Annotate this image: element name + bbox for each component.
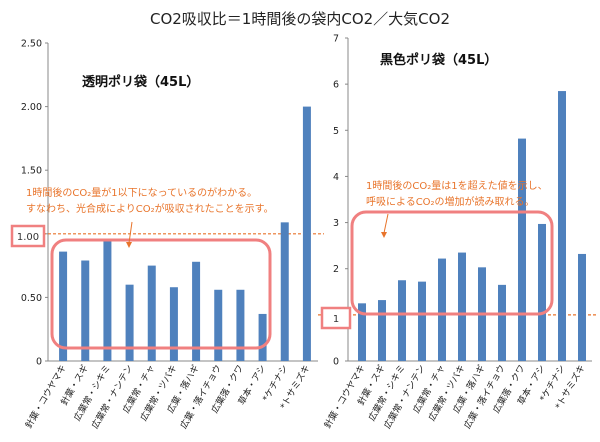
- left-y-tick-label: 2.50: [21, 39, 42, 50]
- left-arrow-line: [128, 221, 133, 244]
- left-bar: [103, 238, 112, 361]
- right-bar: [458, 252, 466, 361]
- right-chart-note-line-1: 1時間後のCO₂量は1を超えた値を示し、: [366, 179, 548, 192]
- right-bar: [538, 223, 546, 361]
- left-callout-box: [10, 224, 46, 248]
- left-chart-note-line-1: 1時間後のCO₂量が1以下になっているのがわかる。: [26, 186, 257, 199]
- right-bar: [498, 284, 506, 361]
- chart-main-title: CO2吸収比＝1時間後の袋内CO2／大気CO2: [150, 10, 450, 28]
- right-callout-box: [320, 306, 352, 330]
- left-bar: [125, 284, 134, 361]
- right-bar: [578, 253, 586, 361]
- right-y-tick-label: 7: [333, 34, 339, 45]
- left-y-tick-label: 0: [36, 357, 42, 368]
- right-y-tick-label: 6: [333, 80, 339, 91]
- left-chart-note-line-2: すなわち、光合成によりCO₂が吸収されたことを示す。: [26, 202, 274, 215]
- left-bar: [169, 287, 178, 361]
- right-bar: [358, 303, 366, 361]
- right-callout-value: 1: [333, 314, 339, 325]
- right-y-tick-label: 2: [333, 264, 339, 275]
- left-bar: [147, 265, 156, 361]
- right-highlight-box: [350, 210, 554, 316]
- left-y-tick-label: 2.00: [21, 102, 42, 113]
- left-bar: [59, 251, 68, 361]
- right-chart-panel: 黒色ポリ袋（45L） 01234567針葉・コウヤマキ針葉・スギ広葉常・シキミ広…: [318, 34, 598, 431]
- right-bar: [418, 281, 426, 361]
- right-chart-title: 黒色ポリ袋（45L）: [380, 52, 497, 68]
- left-bar: [192, 261, 201, 361]
- right-bar: [398, 280, 406, 361]
- left-bar: [280, 222, 289, 361]
- left-highlight-box: [50, 238, 272, 350]
- right-y-tick-label: 3: [333, 218, 339, 229]
- right-y-tick-label: 0: [333, 357, 339, 368]
- left-chart-title: 透明ポリ袋（45L）: [82, 74, 199, 90]
- left-arrow-head: [126, 242, 132, 248]
- left-callout-value: 1.00: [17, 232, 39, 243]
- left-bar: [258, 313, 267, 361]
- right-bar: [378, 300, 386, 361]
- right-bar: [558, 91, 566, 362]
- right-y-tick-label: 5: [333, 126, 339, 137]
- right-bar: [438, 258, 446, 361]
- left-y-tick-label: 0.50: [21, 293, 42, 304]
- right-arrow-head: [381, 232, 387, 238]
- right-bar: [518, 138, 526, 361]
- left-y-tick-label: 1.50: [21, 166, 42, 177]
- left-bar: [81, 260, 90, 361]
- left-bar: [214, 289, 223, 361]
- left-bar: [236, 289, 245, 361]
- left-bar: [302, 106, 311, 361]
- right-arrow-line: [383, 213, 389, 234]
- left-chart-panel: 透明ポリ袋（45L） 0 0.50 1.00 1.50 2.00 2.50 針葉・コウヤマキ…: [10, 39, 324, 431]
- right-chart-note-line-2: 呼吸によるCO₂の増加が読み取れる。: [366, 195, 535, 208]
- left-category-label: 針葉・コウヤマキ: [22, 363, 68, 431]
- right-y-tick-label: 4: [333, 172, 339, 183]
